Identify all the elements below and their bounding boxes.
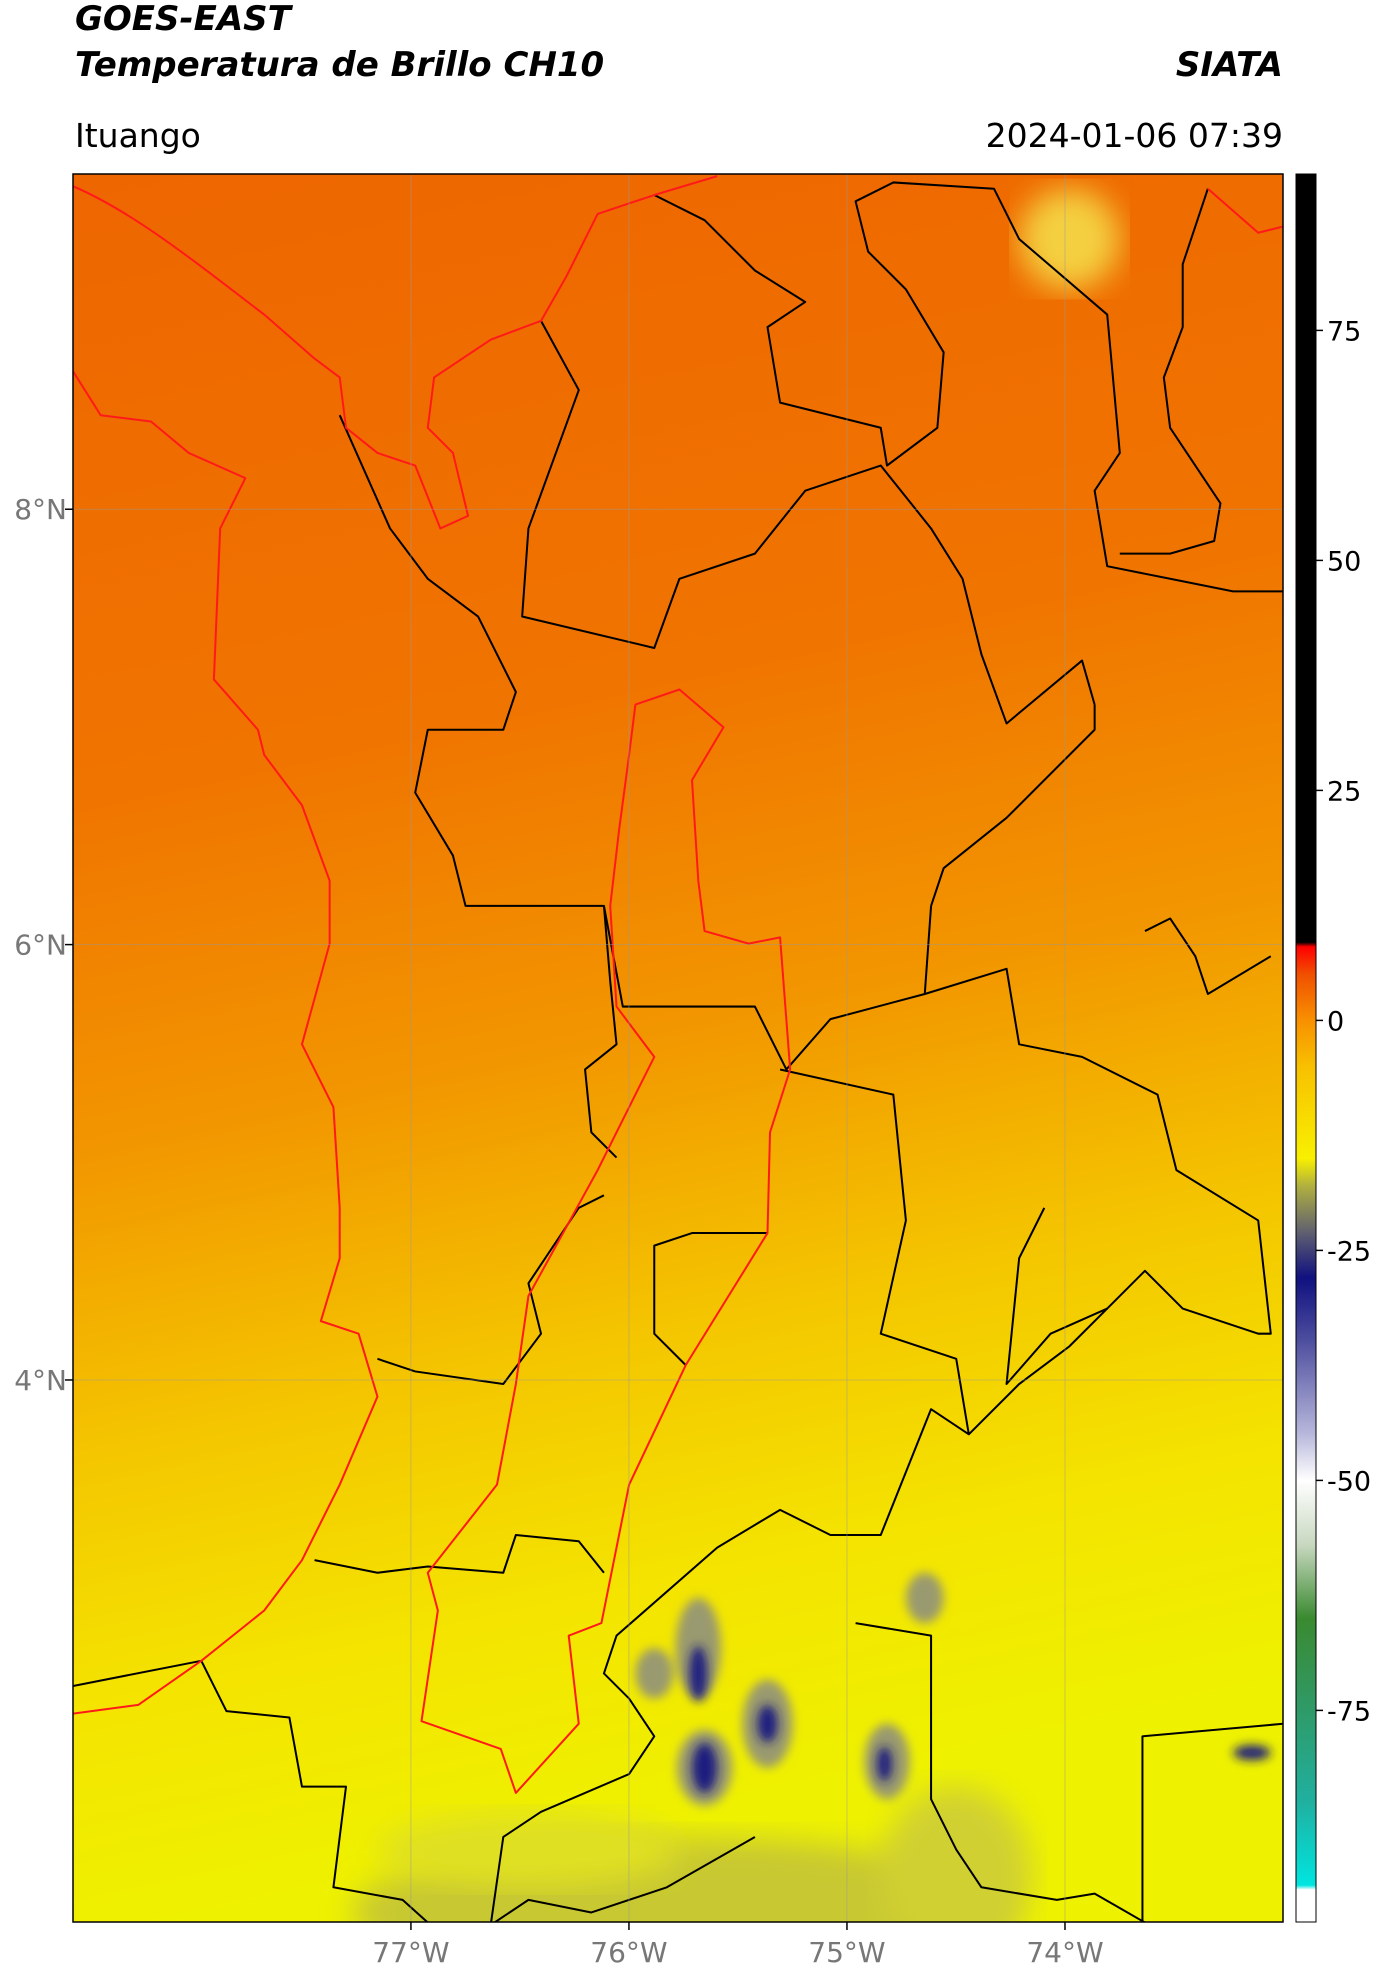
colorbar-tick-label: 50 [1327,546,1361,577]
colorbar: -75 -50 -25 0 25 50 75 [1295,173,1371,1923]
y-tick-label: 6°N [14,929,67,962]
x-tick-label: 75°W [808,1936,885,1969]
subtitle: Temperatura de Brillo CH10 [75,45,604,85]
map-features [73,175,1283,1922]
x-tick-label: 74°W [1026,1936,1103,1969]
y-tick-label: 8°N [14,493,67,526]
grid: 77°W 76°W 75°W 74°W 4°N 6°N 8°N [14,174,1283,1969]
location: Ituango [75,116,201,155]
colorbar-body [1295,173,1317,1923]
colorbar-tick-label: -50 [1327,1466,1371,1497]
map-field [73,174,1283,1922]
datetime: 2024-01-06 07:39 [986,116,1283,155]
x-tick-label: 77°W [372,1936,449,1969]
colorbar-tick-label: -25 [1327,1236,1371,1267]
y-tick-label: 4°N [14,1364,67,1397]
map-frame [72,173,1284,1923]
title: GOES-EAST [75,0,294,39]
colorbar-tick-label: 75 [1327,316,1361,347]
source: SIATA [1176,45,1283,85]
x-tick-label: 76°W [590,1936,667,1969]
colorbar-tick-label: -75 [1327,1696,1371,1727]
colorbar-tick-label: 25 [1327,776,1361,807]
colorbar-tick-label: 0 [1327,1006,1344,1037]
